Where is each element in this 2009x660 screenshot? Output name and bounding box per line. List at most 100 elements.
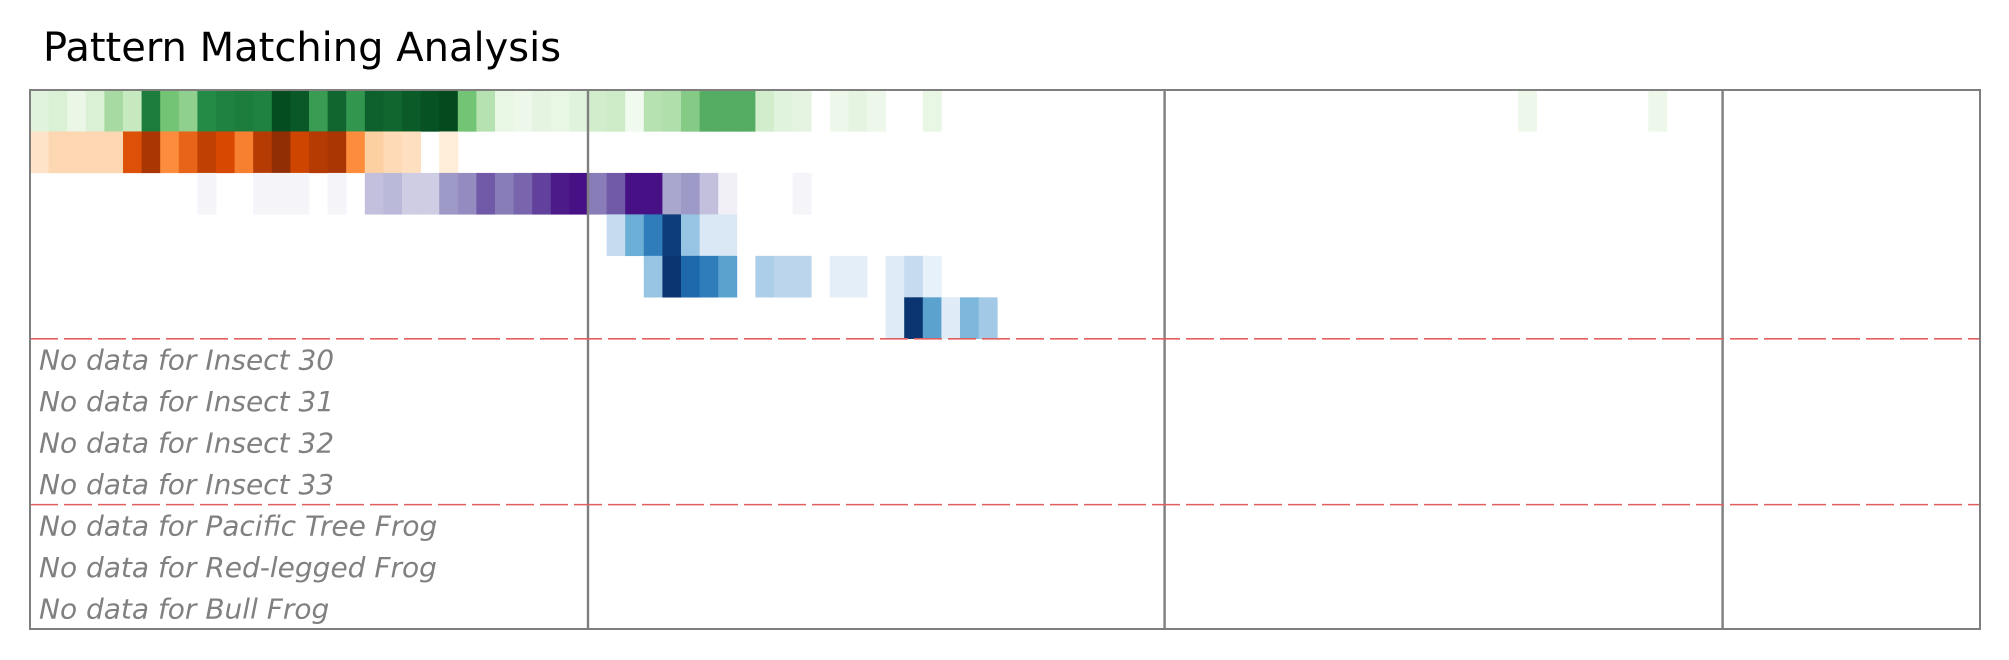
heatmap-cell	[681, 90, 700, 132]
heatmap-cell	[309, 131, 328, 174]
heatmap-cell	[234, 131, 254, 174]
heatmap-cells	[30, 90, 1668, 339]
heatmap-cell	[606, 214, 626, 257]
heatmap-cell	[755, 90, 775, 132]
heatmap-cell	[253, 90, 273, 132]
no-data-label: No data for Bull Frog	[39, 592, 329, 625]
heatmap-cell	[141, 131, 161, 174]
heatmap-cell	[1648, 90, 1668, 132]
heatmap-cell	[699, 255, 719, 298]
heatmap-cell	[681, 255, 700, 298]
heatmap-cell	[364, 172, 384, 215]
heatmap-cell	[643, 255, 663, 298]
heatmap-cell	[699, 214, 719, 257]
heatmap-cell	[513, 172, 533, 215]
heatmap-cell	[550, 90, 570, 132]
heatmap-cell	[755, 255, 775, 298]
heatmap-cell	[178, 131, 198, 174]
no-data-label: No data for Insect 33	[39, 468, 334, 501]
heatmap-cell	[216, 90, 235, 132]
heatmap-cell	[327, 90, 347, 132]
heatmap-cell	[123, 131, 142, 174]
heatmap-cell	[271, 90, 291, 132]
heatmap-cell	[606, 90, 626, 132]
heatmap-cell	[67, 131, 87, 174]
heatmap-cell	[643, 172, 663, 215]
heatmap-cell	[718, 255, 738, 298]
heatmap-cell	[178, 90, 198, 132]
no-data-label: No data for Insect 32	[39, 426, 334, 459]
heatmap-cell	[309, 90, 328, 132]
heatmap-cell	[253, 131, 273, 174]
heatmap-cell	[681, 214, 700, 257]
heatmap-cell	[197, 90, 217, 132]
no-data-label: No data for Pacific Tree Frog	[39, 509, 437, 542]
heatmap-cell	[774, 255, 793, 298]
heatmap-cell	[327, 172, 347, 215]
heatmap-cell	[476, 172, 496, 215]
heatmap-cell	[699, 90, 719, 132]
heatmap-cell	[290, 172, 310, 215]
heatmap-cell	[643, 90, 663, 132]
heatmap-cell	[922, 255, 942, 298]
heatmap-cell	[290, 90, 310, 132]
heatmap-cell	[495, 172, 514, 215]
heatmap-cell	[67, 90, 87, 132]
heatmap-cell	[197, 172, 217, 215]
heatmap-cell	[662, 172, 682, 215]
heatmap-cell	[402, 131, 421, 174]
heatmap-cell	[234, 90, 254, 132]
heatmap-cell	[885, 297, 905, 339]
heatmap-cell	[383, 172, 403, 215]
heatmap-cell	[104, 90, 124, 132]
heatmap-cell	[904, 255, 924, 298]
heatmap-cell	[736, 90, 756, 132]
heatmap-cell	[922, 297, 942, 339]
heatmap-cell	[588, 90, 607, 132]
heatmap-cell	[457, 172, 477, 215]
heatmap-cell	[439, 131, 459, 174]
heatmap-cell	[1518, 90, 1537, 132]
heatmap-cell	[85, 131, 105, 174]
heatmap-cell	[792, 255, 812, 298]
heatmap-cell	[327, 131, 347, 174]
heatmap-cell	[383, 90, 403, 132]
heatmap-cell	[960, 297, 979, 339]
heatmap-cell	[718, 214, 738, 257]
heatmap-cell	[885, 255, 905, 298]
heatmap-cell	[681, 172, 700, 215]
heatmap-cell	[625, 90, 645, 132]
heatmap-cell	[532, 172, 552, 215]
heatmap-cell	[420, 90, 440, 132]
no-data-labels: No data for Insect 30 No data for Insect …	[39, 344, 437, 626]
heatmap-cell	[662, 214, 682, 257]
heatmap-cell	[402, 90, 421, 132]
heatmap-cell	[104, 131, 124, 174]
heatmap-cell	[643, 214, 663, 257]
heatmap-cell	[606, 172, 626, 215]
heatmap-cell	[848, 90, 868, 132]
heatmap-cell	[30, 90, 49, 132]
heatmap-cell	[718, 90, 738, 132]
heatmap-cell	[160, 131, 180, 174]
heatmap-cell	[476, 90, 496, 132]
heatmap-cell	[364, 90, 384, 132]
heatmap-cell	[978, 297, 998, 339]
heatmap-cell	[495, 90, 514, 132]
heatmap-cell	[532, 90, 552, 132]
heatmap-cell	[48, 131, 68, 174]
heatmap-cell	[792, 90, 812, 132]
chart-title: Pattern Matching Analysis	[43, 25, 561, 71]
heatmap-cell	[141, 90, 161, 132]
heatmap-cell	[662, 255, 682, 298]
heatmap-cell	[48, 90, 68, 132]
heatmap-cell	[792, 172, 812, 215]
heatmap-cell	[625, 214, 645, 257]
heatmap-cell	[197, 131, 217, 174]
heatmap-cell	[457, 90, 477, 132]
heatmap-cell	[662, 90, 682, 132]
heatmap-cell	[364, 131, 384, 174]
no-data-label: No data for Insect 31	[39, 385, 334, 418]
heatmap-cell	[848, 255, 868, 298]
